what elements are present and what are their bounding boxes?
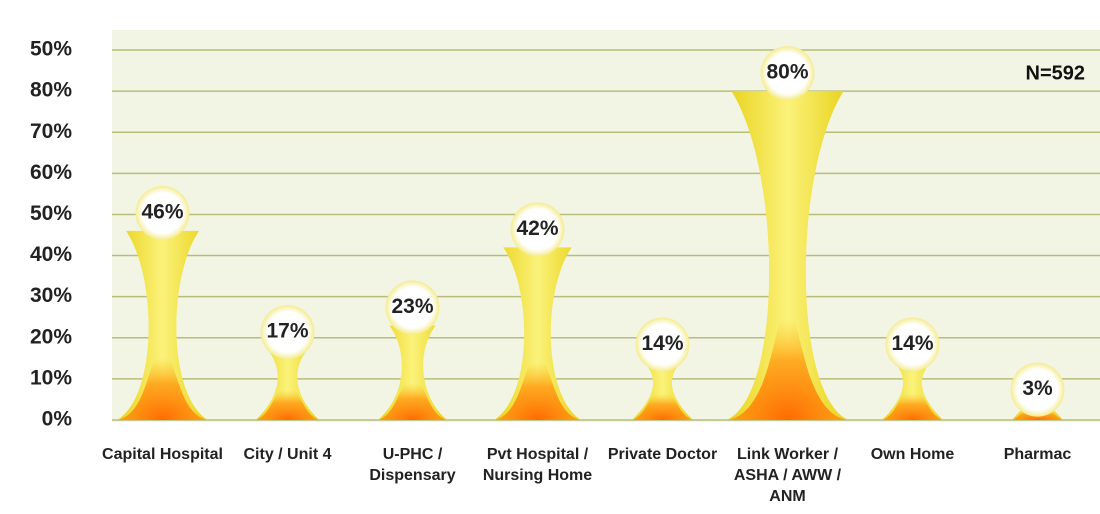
x-tick-label: Capital Hospital [101, 444, 225, 465]
y-tick-label: 40% [30, 243, 72, 266]
value-label: 17% [266, 320, 308, 343]
y-tick-label: 50% [30, 202, 72, 225]
x-tick-label: Pvt Hospital / Nursing Home [476, 444, 600, 486]
y-tick-label: 50% [30, 38, 72, 61]
value-label: 23% [391, 295, 433, 318]
x-tick-label: Private Doctor [601, 444, 725, 465]
chart-svg: N=592 0% 10% 20% 30% 40% 50% 60% 70% 80% 50% 46% 17… [0, 0, 1100, 514]
x-tick-label: U-PHC / Dispensary [351, 444, 475, 486]
value-label: 14% [891, 332, 933, 355]
value-label: 3% [1022, 377, 1053, 400]
annotation: N=592 [1026, 62, 1086, 84]
y-tick-label: 70% [30, 120, 72, 143]
y-tick-label: 20% [30, 325, 72, 348]
x-tick-label: Link Worker / ASHA / AWW / ANM [726, 444, 850, 507]
value-label: 14% [641, 332, 683, 355]
value-label: 42% [516, 217, 558, 240]
y-tick-label: 80% [30, 79, 72, 102]
value-label: 46% [141, 200, 183, 223]
y-tick-label: 30% [30, 284, 72, 307]
x-tick-label: Pharmac [976, 444, 1100, 465]
y-tick-label: 60% [30, 161, 72, 184]
y-tick-label: 10% [30, 366, 72, 389]
x-tick-label: City / Unit 4 [226, 444, 350, 465]
value-label: 80% [766, 61, 808, 84]
plot-background [112, 30, 1100, 422]
y-tick-label: 0% [42, 408, 73, 431]
x-tick-label: Own Home [851, 444, 975, 465]
chart: N=592 0% 10% 20% 30% 40% 50% 60% 70% 80% 50% 46% 17… [0, 0, 1100, 514]
